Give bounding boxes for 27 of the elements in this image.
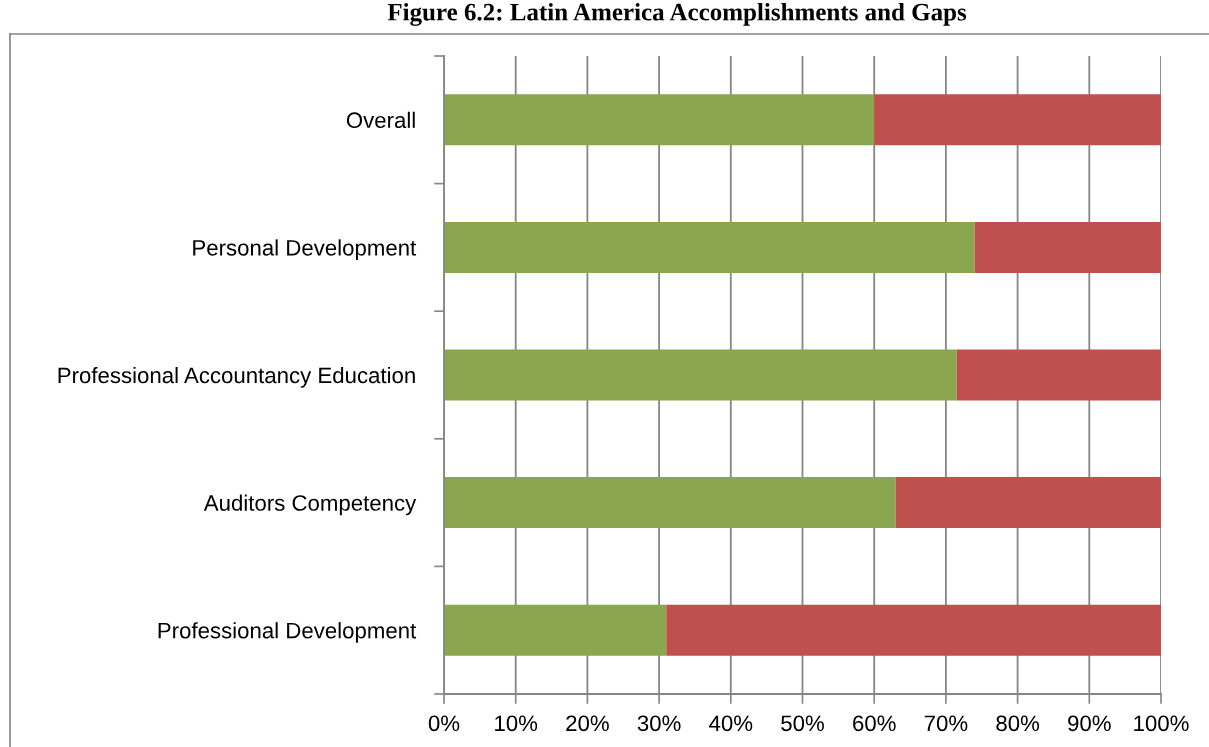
x-tick-label: 50%	[781, 715, 824, 732]
x-tick-label: 10%	[495, 715, 538, 732]
x-tick-label: 30%	[637, 715, 681, 732]
bar	[444, 477, 896, 529]
x-tick-label: 60%	[853, 715, 896, 732]
x-tick-label: 70%	[924, 715, 968, 732]
x-tick-label: 90%	[1068, 715, 1111, 732]
bar	[895, 477, 1161, 529]
bar	[444, 221, 975, 273]
bar	[666, 604, 1161, 656]
bar	[444, 94, 875, 146]
y-tick-label: Overall	[346, 111, 415, 129]
x-tick-label: 20%	[566, 715, 609, 732]
y-tick-label: Professional Development	[158, 622, 417, 643]
bar	[874, 94, 1161, 146]
bar	[974, 221, 1161, 273]
y-tick-label: Professional Accountancy Education	[58, 366, 415, 388]
x-tick-label: 0%	[428, 715, 460, 732]
bar	[444, 604, 667, 656]
bar	[956, 349, 1161, 401]
x-tick-label: 40%	[709, 715, 753, 732]
x-tick-label: 100%	[1134, 715, 1189, 732]
x-tick-label: 80%	[996, 715, 1040, 732]
y-tick-label: Auditors Competency	[203, 494, 417, 516]
chart-title: Figure 6.2: Latin America Accomplishments and Gaps	[387, 3, 967, 26]
bar	[444, 349, 957, 401]
y-tick-label: Personal Development	[193, 239, 417, 261]
